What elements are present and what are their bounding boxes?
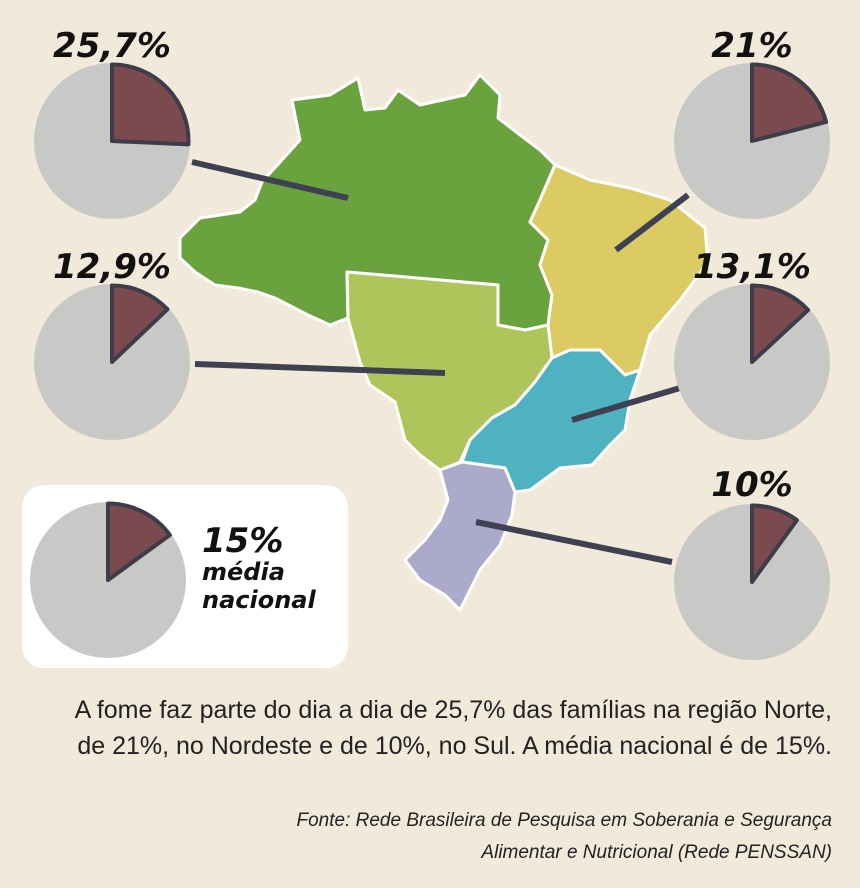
national-label-line2: nacional: [202, 586, 317, 614]
pie-centro-oeste: 12,9%: [34, 247, 190, 440]
region-sul: [403, 460, 517, 612]
pie-sul: 10%: [674, 465, 830, 660]
source-line2: Alimentar e Nutricional (Rede PENSSAN): [481, 842, 832, 863]
infographic-figure: 25,7% 21% 12,9% 13,1% 10% 15% média naci…: [22, 26, 830, 668]
pie-sudeste: 13,1%: [674, 247, 830, 440]
pie-sul-slice: [750, 503, 799, 584]
pie-centro-oeste-slice: [110, 283, 170, 364]
brazil-map: [178, 73, 710, 612]
caption-line2: de 21%, no Nordeste e de 10%, no Sul. A …: [77, 732, 832, 760]
pie-national-slice: [106, 501, 172, 582]
pie-sul-label: 10%: [711, 465, 792, 505]
source-note: Fonte: Rede Brasileira de Pesquisa em So…: [132, 805, 833, 869]
pie-nordeste: 21%: [674, 26, 830, 219]
caption: A fome faz parte do dia a dia de 25,7% d…: [42, 692, 832, 764]
pie-norte-label: 25,7%: [53, 26, 171, 66]
source-line1: Fonte: Rede Brasileira de Pesquisa em So…: [296, 810, 833, 831]
pie-nordeste-label: 21%: [711, 26, 792, 66]
national-label-line1: média: [202, 558, 285, 586]
pie-sudeste-slice: [750, 283, 811, 364]
connector-norte: [191, 159, 349, 201]
pie-norte-slice: [110, 62, 191, 147]
connector-sul: [475, 519, 673, 565]
pie-norte: 25,7%: [34, 26, 191, 219]
region-sudeste: [460, 348, 642, 494]
pie-nordeste-slice: [750, 62, 829, 143]
connector-lines: [191, 159, 690, 565]
connector-nordeste: [614, 192, 690, 253]
pie-sudeste-label: 13,1%: [693, 247, 811, 287]
connector-centro-oeste: [194, 361, 446, 376]
pie-centro-oeste-label: 12,9%: [53, 247, 171, 287]
caption-line1: A fome faz parte do dia a dia de 25,7% d…: [74, 696, 832, 724]
connector-sudeste: [571, 385, 681, 423]
national-average-box: 15% média nacional: [22, 485, 348, 668]
national-value-label: 15%: [202, 521, 283, 561]
